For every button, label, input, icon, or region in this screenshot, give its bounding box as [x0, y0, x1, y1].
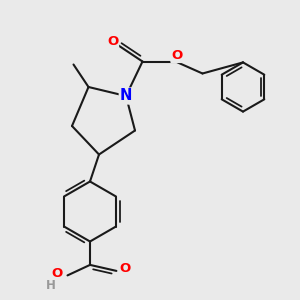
- Text: O: O: [119, 262, 130, 275]
- Text: O: O: [51, 267, 63, 280]
- Text: O: O: [107, 35, 118, 49]
- Text: N: N: [120, 88, 132, 104]
- Text: H: H: [46, 279, 56, 292]
- Text: O: O: [171, 49, 183, 62]
